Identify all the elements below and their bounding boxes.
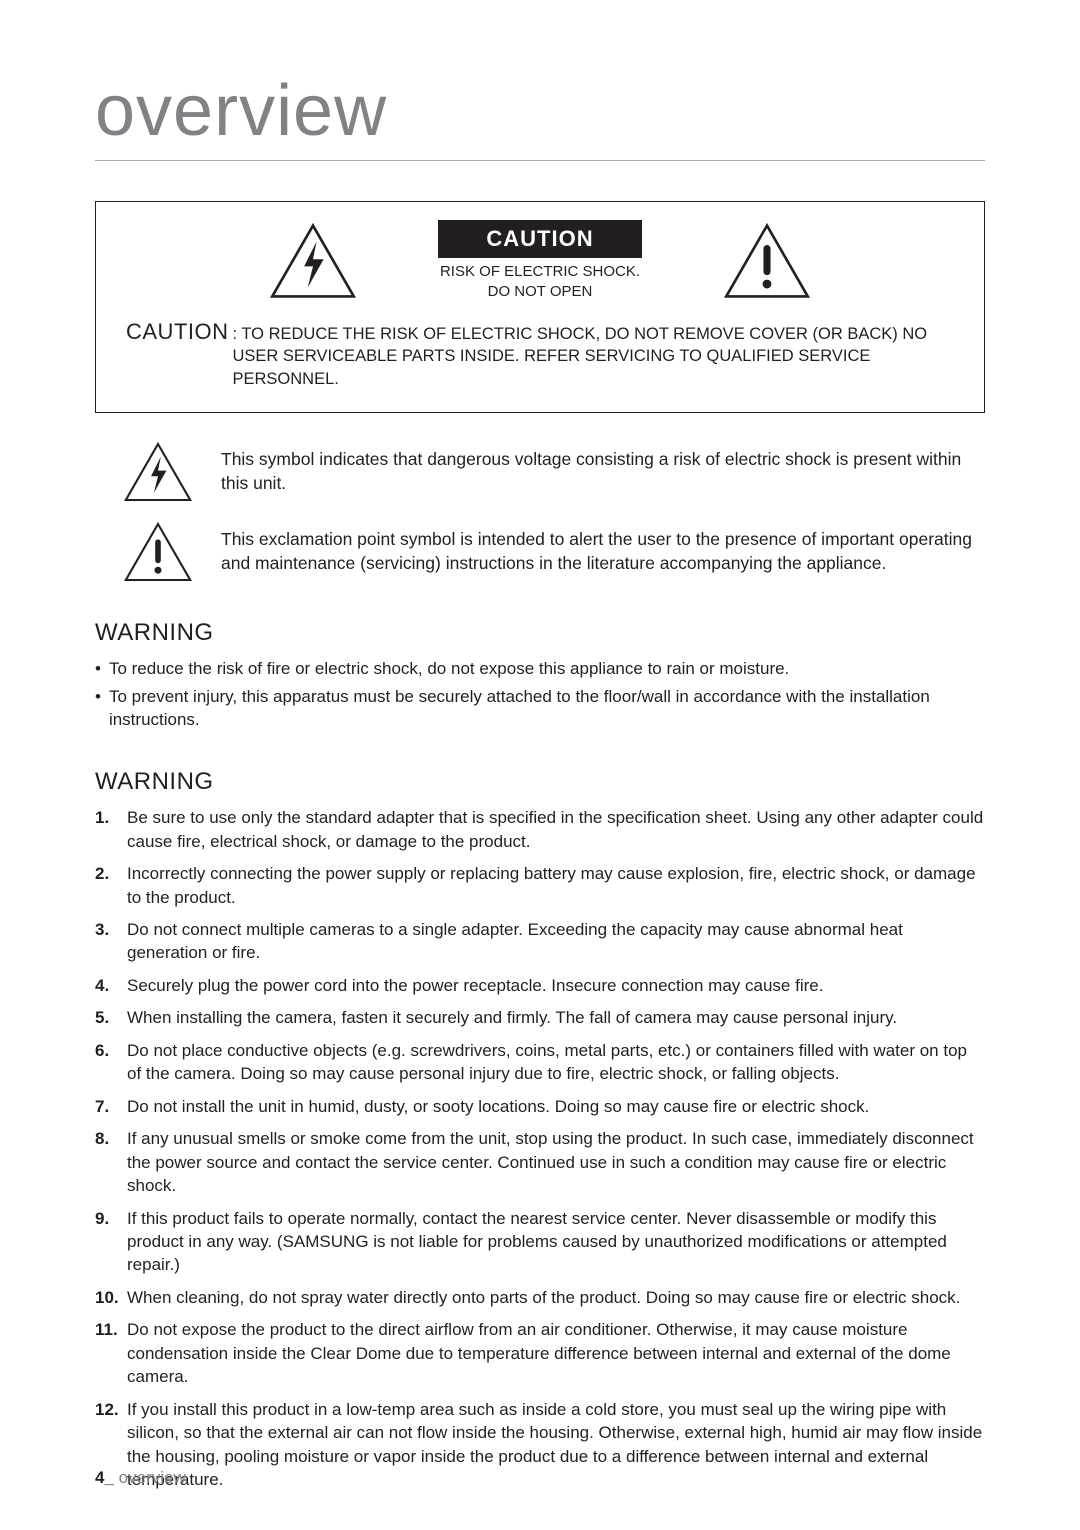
caution-center: CAUTION RISK OF ELECTRIC SHOCK. DO NOT O…: [438, 220, 641, 301]
item-number: 10.: [95, 1286, 127, 1309]
list-item: 3.Do not connect multiple cameras to a s…: [95, 918, 985, 965]
symbol-row-lightning: This symbol indicates that dangerous vol…: [95, 441, 985, 503]
symbol-lightning-text: This symbol indicates that dangerous vol…: [221, 448, 985, 495]
caution-bottom-label: CAUTION: [126, 317, 229, 347]
caution-box: CAUTION RISK OF ELECTRIC SHOCK. DO NOT O…: [95, 201, 985, 413]
list-item: 1.Be sure to use only the standard adapt…: [95, 806, 985, 853]
list-item: 11.Do not expose the product to the dire…: [95, 1318, 985, 1388]
caution-sub-line1: RISK OF ELECTRIC SHOCK.: [440, 263, 640, 280]
list-item-text: Incorrectly connecting the power supply …: [127, 862, 985, 909]
list-item-text: Be sure to use only the standard adapter…: [127, 806, 985, 853]
caution-bottom-text: : TO REDUCE THE RISK OF ELECTRIC SHOCK, …: [233, 321, 955, 390]
symbol-row-exclamation: This exclamation point symbol is intende…: [95, 521, 985, 583]
warning-bullet-list: To reduce the risk of fire or electric s…: [95, 657, 985, 732]
item-number: 2.: [95, 862, 127, 909]
list-item: To reduce the risk of fire or electric s…: [95, 657, 985, 681]
list-item-text: Do not place conductive objects (e.g. sc…: [127, 1039, 985, 1086]
page-footer: 4_ overview: [95, 1468, 186, 1488]
list-item-text: To prevent injury, this apparatus must b…: [109, 685, 985, 733]
list-item-text: When cleaning, do not spray water direct…: [127, 1286, 960, 1309]
page-title: overview: [95, 70, 985, 152]
exclamation-triangle-icon: [123, 521, 193, 583]
item-number: 6.: [95, 1039, 127, 1086]
warning-numbered-list: 1.Be sure to use only the standard adapt…: [95, 806, 985, 1491]
caution-top-row: CAUTION RISK OF ELECTRIC SHOCK. DO NOT O…: [120, 220, 960, 301]
title-rule: [95, 160, 985, 161]
list-item-text: When installing the camera, fasten it se…: [127, 1006, 897, 1029]
list-item-text: If you install this product in a low-tem…: [127, 1398, 985, 1492]
list-item-text: Do not install the unit in humid, dusty,…: [127, 1095, 869, 1118]
list-item: 9.If this product fails to operate norma…: [95, 1207, 985, 1277]
list-item-text: If any unusual smells or smoke come from…: [127, 1127, 985, 1197]
caution-bottom: CAUTION : TO REDUCE THE RISK OF ELECTRIC…: [120, 317, 960, 390]
lightning-triangle-icon: [123, 441, 193, 503]
list-item-text: Do not expose the product to the direct …: [127, 1318, 985, 1388]
list-item-text: To reduce the risk of fire or electric s…: [109, 657, 789, 681]
list-item: 7.Do not install the unit in humid, dust…: [95, 1095, 985, 1118]
list-item: 4.Securely plug the power cord into the …: [95, 974, 985, 997]
list-item-text: If this product fails to operate normall…: [127, 1207, 985, 1277]
caution-subtext: RISK OF ELECTRIC SHOCK. DO NOT OPEN: [440, 262, 640, 301]
lightning-triangle-icon: [268, 222, 358, 300]
item-number: 3.: [95, 918, 127, 965]
list-item: 8.If any unusual smells or smoke come fr…: [95, 1127, 985, 1197]
item-number: 8.: [95, 1127, 127, 1197]
list-item: 6.Do not place conductive objects (e.g. …: [95, 1039, 985, 1086]
page-number: 4_: [95, 1468, 114, 1487]
symbol-exclamation-text: This exclamation point symbol is intende…: [221, 528, 985, 575]
item-number: 5.: [95, 1006, 127, 1029]
list-item: 10.When cleaning, do not spray water dir…: [95, 1286, 985, 1309]
caution-sub-line2: DO NOT OPEN: [488, 283, 593, 300]
list-item: 12.If you install this product in a low-…: [95, 1398, 985, 1492]
list-item: 2.Incorrectly connecting the power suppl…: [95, 862, 985, 909]
warning-heading-2: WARNING: [95, 768, 985, 796]
item-number: 7.: [95, 1095, 127, 1118]
item-number: 9.: [95, 1207, 127, 1277]
list-item-text: Securely plug the power cord into the po…: [127, 974, 823, 997]
item-number: 1.: [95, 806, 127, 853]
caution-header: CAUTION: [438, 220, 641, 258]
exclamation-triangle-icon: [722, 222, 812, 300]
item-number: 4.: [95, 974, 127, 997]
list-item: To prevent injury, this apparatus must b…: [95, 685, 985, 733]
item-number: 11.: [95, 1318, 127, 1388]
warning-heading-1: WARNING: [95, 619, 985, 647]
list-item-text: Do not connect multiple cameras to a sin…: [127, 918, 985, 965]
footer-label: overview: [119, 1468, 186, 1487]
list-item: 5.When installing the camera, fasten it …: [95, 1006, 985, 1029]
